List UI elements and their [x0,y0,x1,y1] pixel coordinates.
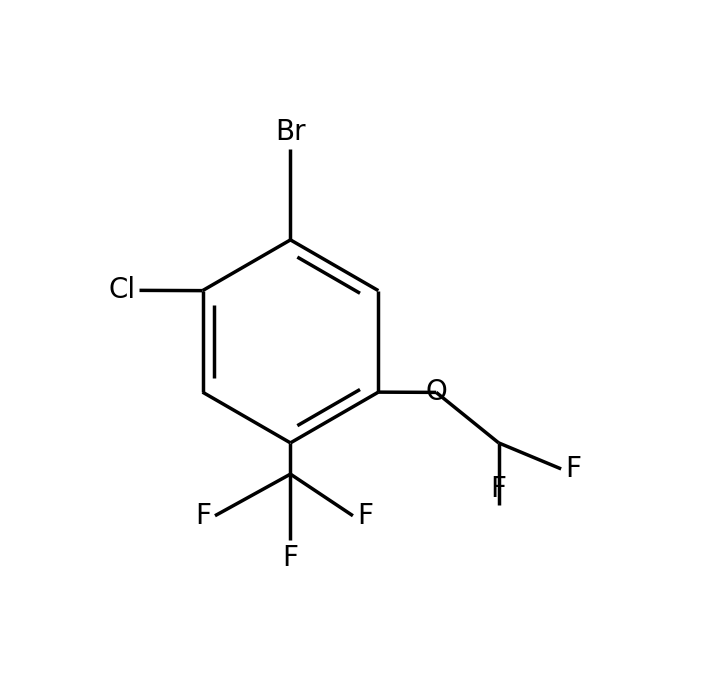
Text: Br: Br [275,118,306,146]
Text: F: F [195,502,211,530]
Text: O: O [426,379,447,406]
Text: F: F [491,475,507,503]
Text: F: F [565,455,581,483]
Text: F: F [357,502,373,530]
Text: Cl: Cl [109,276,136,304]
Text: F: F [283,544,298,573]
